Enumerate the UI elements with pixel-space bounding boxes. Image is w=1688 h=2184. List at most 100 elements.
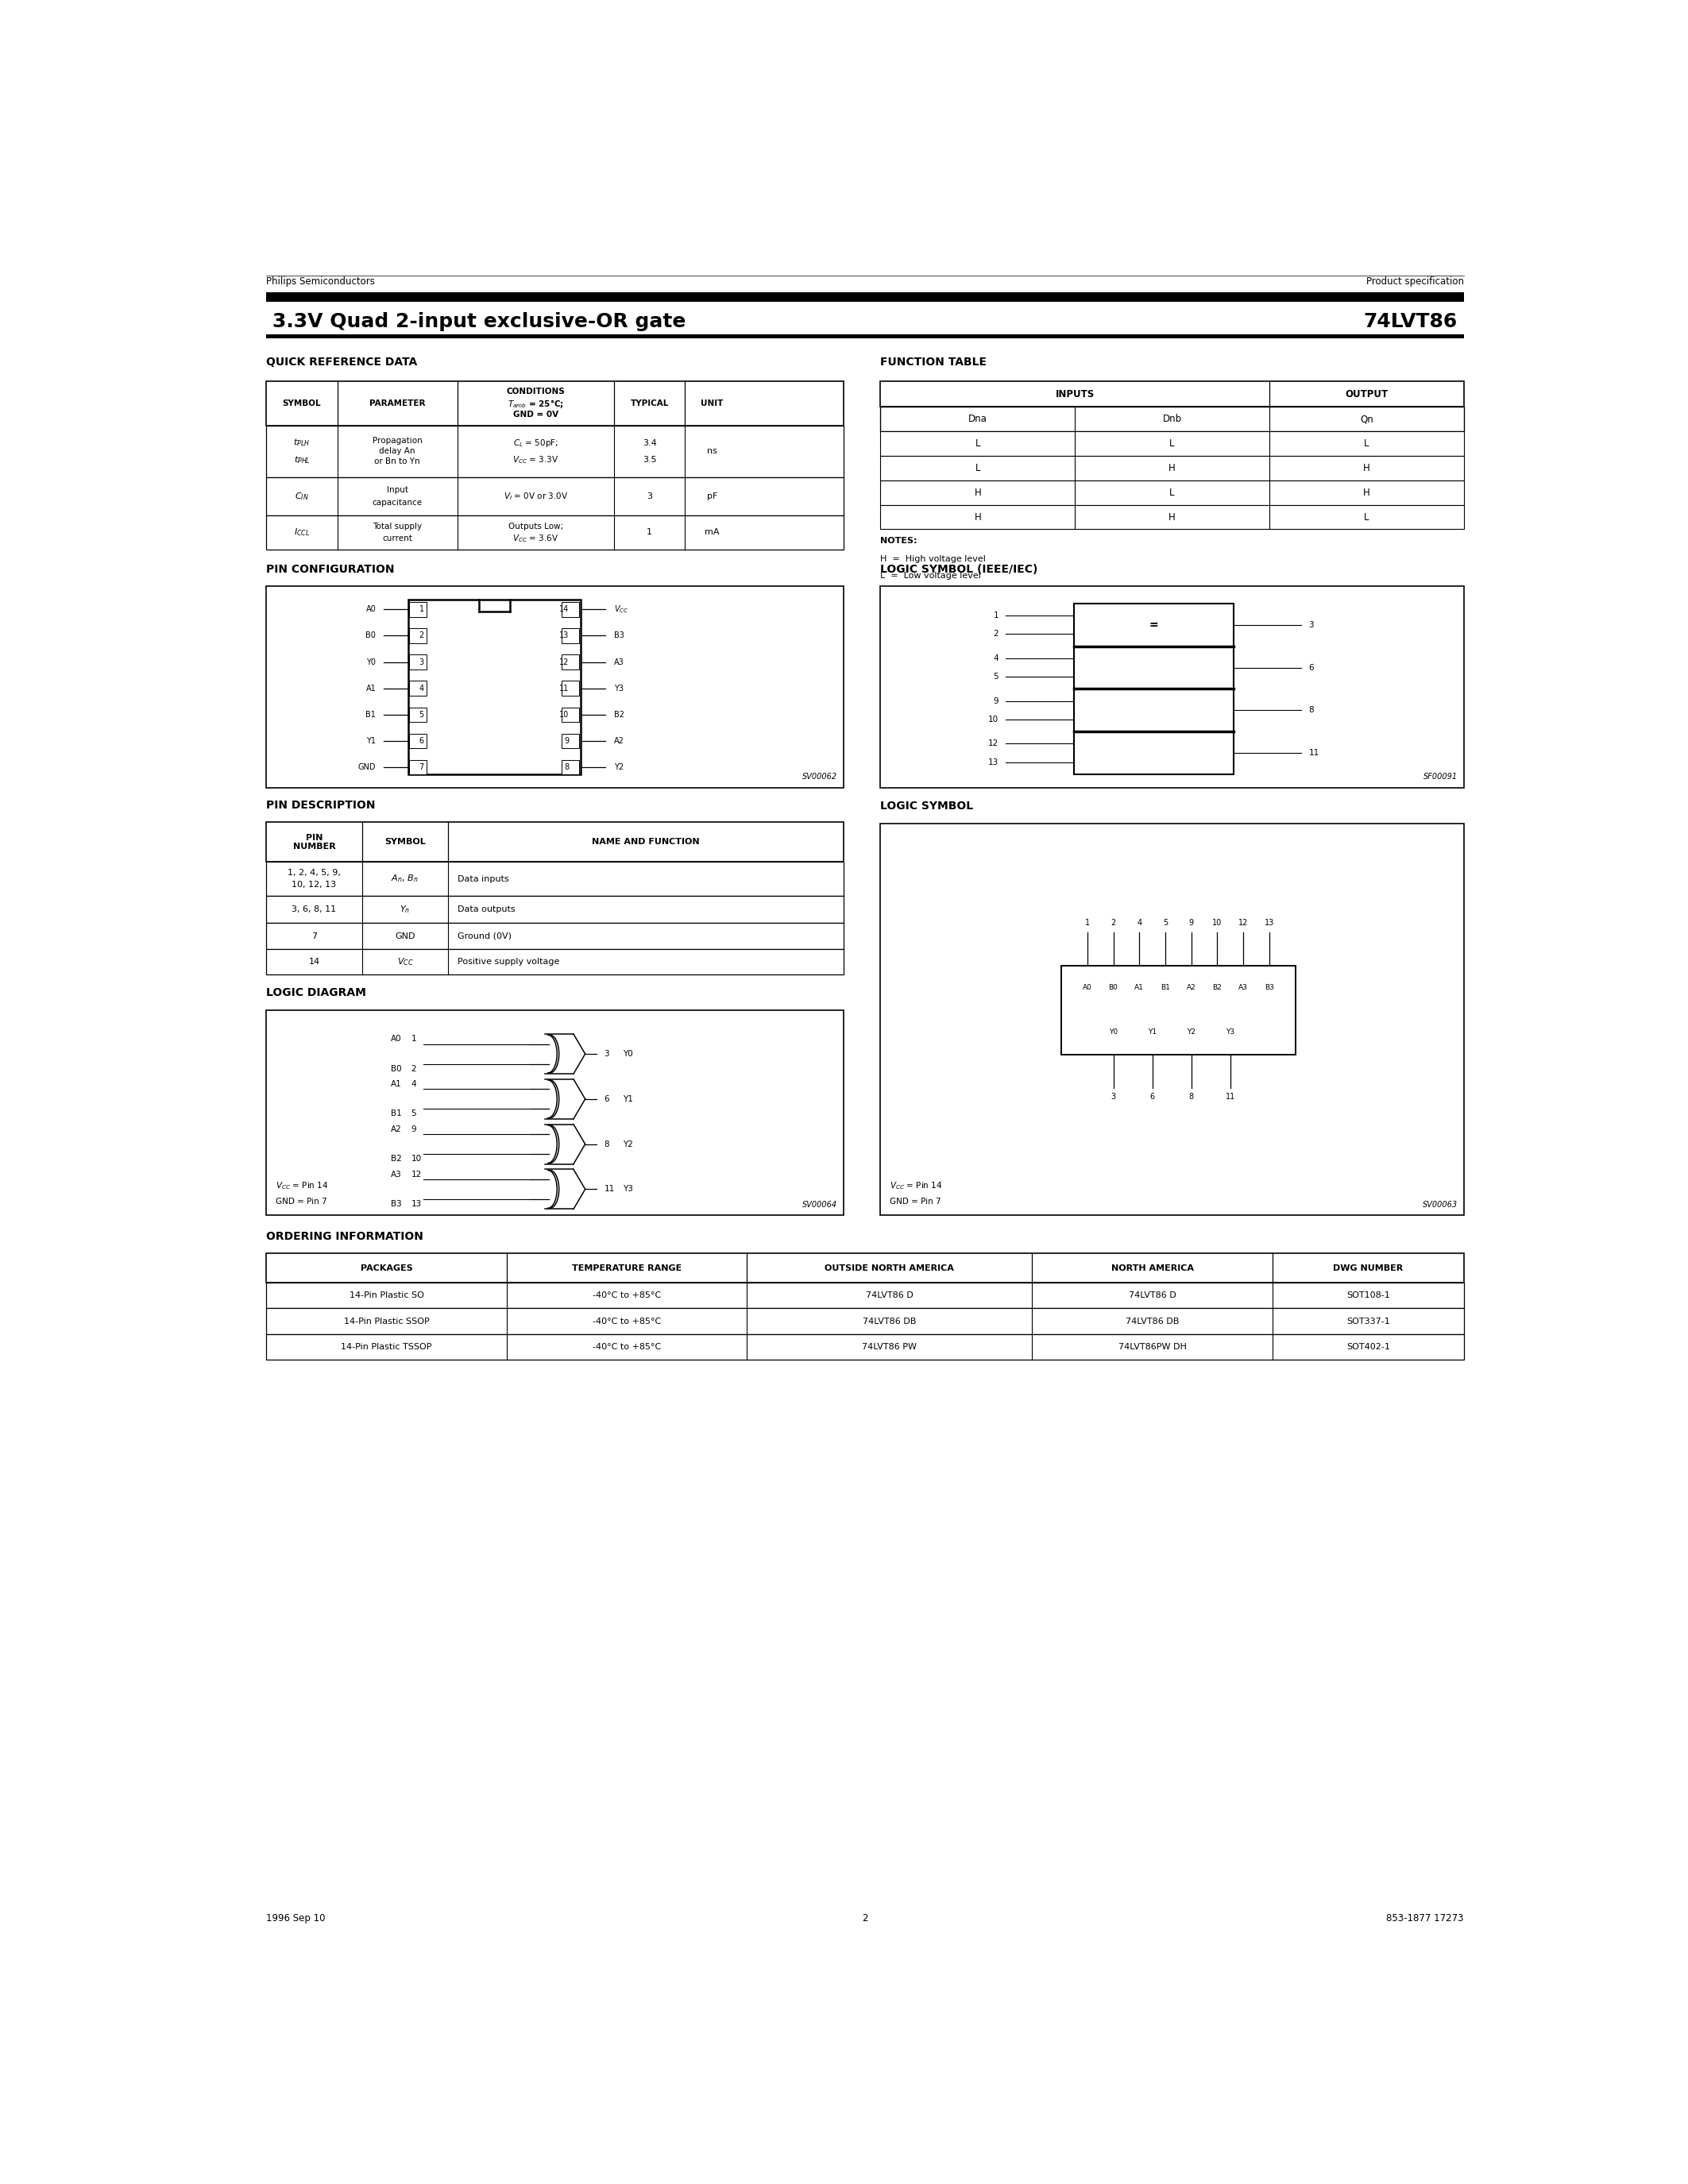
- Text: DWG NUMBER: DWG NUMBER: [1334, 1265, 1403, 1271]
- Text: SV00062: SV00062: [802, 773, 837, 780]
- Text: -40°C to +85°C: -40°C to +85°C: [592, 1291, 662, 1299]
- Text: 74LVT86: 74LVT86: [1364, 312, 1458, 332]
- Text: 8: 8: [1308, 705, 1313, 714]
- Text: H: H: [1168, 511, 1175, 522]
- Text: NOTES:: NOTES:: [881, 537, 918, 544]
- Text: B0: B0: [1109, 985, 1117, 992]
- Text: ORDERING INFORMATION: ORDERING INFORMATION: [267, 1230, 424, 1243]
- Bar: [408, 601, 581, 775]
- Text: H  =  High voltage level: H = High voltage level: [881, 555, 986, 563]
- Text: Y0: Y0: [623, 1051, 633, 1057]
- Text: TEMPERATURE RANGE: TEMPERATURE RANGE: [572, 1265, 682, 1271]
- Text: 74LVT86PW DH: 74LVT86PW DH: [1117, 1343, 1187, 1352]
- Text: Philips Semiconductors: Philips Semiconductors: [267, 277, 375, 286]
- Text: LOGIC SYMBOL: LOGIC SYMBOL: [881, 802, 974, 812]
- Text: 14: 14: [559, 605, 569, 614]
- Text: current: current: [381, 535, 412, 542]
- Text: $V_{CC}$ = Pin 14: $V_{CC}$ = Pin 14: [275, 1179, 329, 1190]
- Text: A3: A3: [1239, 985, 1247, 992]
- Text: 9: 9: [993, 697, 999, 705]
- Text: B0: B0: [392, 1066, 402, 1072]
- Text: 10: 10: [559, 710, 569, 719]
- Text: 10: 10: [1212, 919, 1222, 926]
- Bar: [881, 382, 1463, 406]
- Text: capacitance: capacitance: [371, 498, 422, 507]
- Text: 2: 2: [993, 631, 999, 638]
- Text: Y3: Y3: [1225, 1029, 1234, 1035]
- Text: -40°C to +85°C: -40°C to +85°C: [592, 1317, 662, 1326]
- Bar: [562, 734, 579, 749]
- Bar: [267, 426, 844, 478]
- Text: SYMBOL: SYMBOL: [385, 839, 425, 845]
- Text: 6: 6: [419, 736, 424, 745]
- Text: B2: B2: [392, 1155, 402, 1162]
- Text: 6: 6: [604, 1094, 609, 1103]
- Text: Y1: Y1: [1148, 1029, 1156, 1035]
- Text: 5: 5: [412, 1109, 417, 1118]
- Text: H: H: [1364, 487, 1371, 498]
- Text: 12: 12: [987, 740, 999, 747]
- Text: 4: 4: [993, 655, 999, 662]
- Bar: [562, 681, 579, 697]
- Text: 3: 3: [419, 657, 424, 666]
- Bar: [267, 863, 844, 895]
- Text: TYPICAL: TYPICAL: [630, 400, 668, 406]
- Bar: [267, 821, 844, 863]
- Bar: [562, 760, 579, 775]
- Text: GND: GND: [395, 933, 415, 939]
- Text: 13: 13: [987, 758, 999, 767]
- Text: Y2: Y2: [614, 762, 625, 771]
- Text: 1: 1: [647, 529, 652, 537]
- Bar: [408, 734, 427, 749]
- Text: 8: 8: [1188, 1094, 1193, 1101]
- Text: A3: A3: [614, 657, 625, 666]
- Text: 12: 12: [1239, 919, 1247, 926]
- Text: H: H: [974, 511, 981, 522]
- Bar: [267, 1308, 1463, 1334]
- Text: 3: 3: [647, 491, 652, 500]
- Text: OUTPUT: OUTPUT: [1345, 389, 1388, 400]
- Text: 9: 9: [1188, 919, 1193, 926]
- Text: Ground (0V): Ground (0V): [457, 933, 511, 939]
- Text: L: L: [976, 463, 981, 474]
- Bar: [267, 1009, 844, 1214]
- Text: OUTSIDE NORTH AMERICA: OUTSIDE NORTH AMERICA: [825, 1265, 954, 1271]
- Text: 11: 11: [1308, 749, 1320, 758]
- Bar: [267, 1282, 1463, 1308]
- Text: $t_{PLH}$: $t_{PLH}$: [294, 437, 311, 448]
- Bar: [408, 655, 427, 668]
- Bar: [881, 505, 1463, 529]
- Text: 74LVT86 D: 74LVT86 D: [1129, 1291, 1177, 1299]
- Text: B3: B3: [1264, 985, 1274, 992]
- Text: 853-1877 17273: 853-1877 17273: [1386, 1913, 1463, 1924]
- Text: B0: B0: [366, 631, 376, 640]
- Text: mA: mA: [706, 529, 719, 537]
- Text: B3: B3: [392, 1199, 402, 1208]
- Text: A0: A0: [392, 1035, 402, 1044]
- Text: 8: 8: [604, 1140, 609, 1149]
- Text: LOGIC DIAGRAM: LOGIC DIAGRAM: [267, 987, 366, 998]
- Text: A3: A3: [392, 1171, 402, 1179]
- Text: FUNCTION TABLE: FUNCTION TABLE: [881, 356, 987, 367]
- Text: NORTH AMERICA: NORTH AMERICA: [1111, 1265, 1193, 1271]
- Bar: [562, 708, 579, 723]
- Text: L: L: [976, 439, 981, 450]
- Text: PIN
NUMBER: PIN NUMBER: [292, 834, 336, 852]
- Text: $t_{PHL}$: $t_{PHL}$: [294, 454, 311, 465]
- Bar: [881, 585, 1463, 788]
- Text: 3: 3: [1111, 1094, 1116, 1101]
- Text: 1: 1: [993, 612, 999, 620]
- Text: 3.3V Quad 2-input exclusive-OR gate: 3.3V Quad 2-input exclusive-OR gate: [272, 312, 685, 332]
- Bar: [267, 382, 844, 426]
- Text: SF00091: SF00091: [1423, 773, 1458, 780]
- Text: $C_L$ = 50pF;: $C_L$ = 50pF;: [513, 437, 559, 448]
- Text: 4: 4: [419, 684, 424, 692]
- Text: 11: 11: [1225, 1094, 1236, 1101]
- Text: 9: 9: [564, 736, 569, 745]
- Text: H: H: [1168, 463, 1175, 474]
- Text: GND = Pin 7: GND = Pin 7: [890, 1197, 942, 1206]
- Text: Qn: Qn: [1361, 415, 1374, 424]
- Bar: [267, 948, 844, 974]
- Bar: [562, 629, 579, 642]
- Text: 14-Pin Plastic SO: 14-Pin Plastic SO: [349, 1291, 424, 1299]
